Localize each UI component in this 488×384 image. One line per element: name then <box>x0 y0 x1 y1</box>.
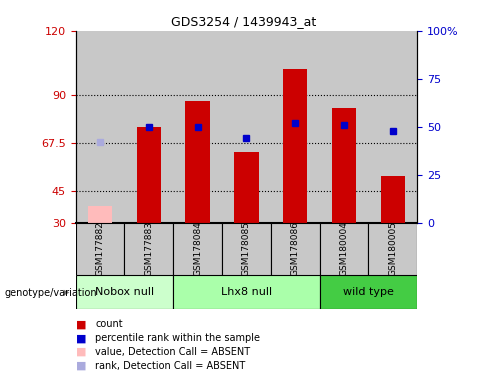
Text: Nobox null: Nobox null <box>95 287 154 297</box>
Bar <box>124 31 173 223</box>
Text: Lhx8 null: Lhx8 null <box>221 287 272 297</box>
Text: percentile rank within the sample: percentile rank within the sample <box>95 333 260 343</box>
Text: GDS3254 / 1439943_at: GDS3254 / 1439943_at <box>171 15 317 28</box>
Bar <box>320 275 417 309</box>
Bar <box>271 31 320 223</box>
Bar <box>173 31 222 223</box>
Bar <box>76 275 173 309</box>
Bar <box>320 223 368 275</box>
Bar <box>137 127 161 223</box>
Bar <box>222 223 271 275</box>
Text: GSM178084: GSM178084 <box>193 221 202 276</box>
Text: count: count <box>95 319 123 329</box>
Bar <box>368 31 417 223</box>
Bar <box>234 152 259 223</box>
Text: wild type: wild type <box>343 287 394 297</box>
Text: ■: ■ <box>76 333 86 343</box>
Bar <box>271 223 320 275</box>
Bar <box>185 101 210 223</box>
Bar <box>332 108 356 223</box>
Bar <box>368 223 417 275</box>
Text: rank, Detection Call = ABSENT: rank, Detection Call = ABSENT <box>95 361 245 371</box>
Bar <box>320 31 368 223</box>
Text: GSM178086: GSM178086 <box>291 221 300 276</box>
Bar <box>173 223 222 275</box>
Text: GSM180005: GSM180005 <box>388 221 397 276</box>
Text: GSM177882: GSM177882 <box>96 221 104 276</box>
Bar <box>124 223 173 275</box>
Bar <box>173 275 320 309</box>
Bar <box>222 31 271 223</box>
Bar <box>283 69 307 223</box>
Text: value, Detection Call = ABSENT: value, Detection Call = ABSENT <box>95 347 250 357</box>
Text: ■: ■ <box>76 319 86 329</box>
Text: GSM177883: GSM177883 <box>144 221 153 276</box>
Bar <box>76 223 124 275</box>
Bar <box>88 206 112 223</box>
Bar <box>381 176 405 223</box>
Bar <box>76 31 124 223</box>
Text: ■: ■ <box>76 347 86 357</box>
Text: GSM178085: GSM178085 <box>242 221 251 276</box>
Text: GSM180004: GSM180004 <box>340 221 348 276</box>
Text: ■: ■ <box>76 361 86 371</box>
Text: genotype/variation: genotype/variation <box>5 288 98 298</box>
